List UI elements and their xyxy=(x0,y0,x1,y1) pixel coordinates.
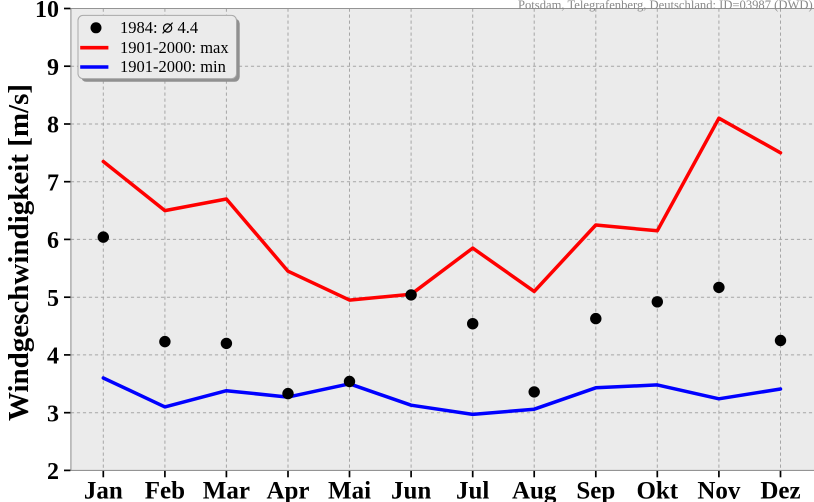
svg-text:9: 9 xyxy=(47,55,59,81)
svg-text:Aug: Aug xyxy=(512,478,557,502)
svg-text:Sep: Sep xyxy=(576,478,615,502)
svg-text:3: 3 xyxy=(47,401,59,427)
svg-text:10: 10 xyxy=(35,0,59,23)
svg-text:Mai: Mai xyxy=(328,478,371,502)
svg-text:Apr: Apr xyxy=(266,478,309,502)
svg-text:4.4: 4.4 xyxy=(178,18,199,37)
svg-text:Jan: Jan xyxy=(84,478,123,502)
svg-text:Potsdam, Telegrafenberg, Deuts: Potsdam, Telegrafenberg, Deutschland: ID… xyxy=(518,0,813,12)
svg-text:7: 7 xyxy=(47,170,59,196)
svg-text:1901-2000: min: 1901-2000: min xyxy=(120,57,226,76)
svg-text:4: 4 xyxy=(47,344,59,370)
svg-text:Nov: Nov xyxy=(697,478,741,502)
svg-text:Okt: Okt xyxy=(636,478,678,502)
svg-text:2: 2 xyxy=(47,459,59,485)
svg-text:Mar: Mar xyxy=(203,478,250,502)
svg-text:Jul: Jul xyxy=(456,478,489,502)
svg-text:1901-2000: max: 1901-2000: max xyxy=(120,38,229,57)
svg-text:Windgeschwindigkeit [m/s]: Windgeschwindigkeit [m/s] xyxy=(3,84,35,421)
svg-text:6: 6 xyxy=(47,228,59,254)
svg-text:Feb: Feb xyxy=(145,478,185,502)
svg-text:1984:: 1984: xyxy=(120,18,158,37)
svg-text:8: 8 xyxy=(47,113,59,139)
svg-text:Dez: Dez xyxy=(760,478,800,502)
svg-text:5: 5 xyxy=(47,286,59,312)
svg-text:Jun: Jun xyxy=(391,478,431,502)
